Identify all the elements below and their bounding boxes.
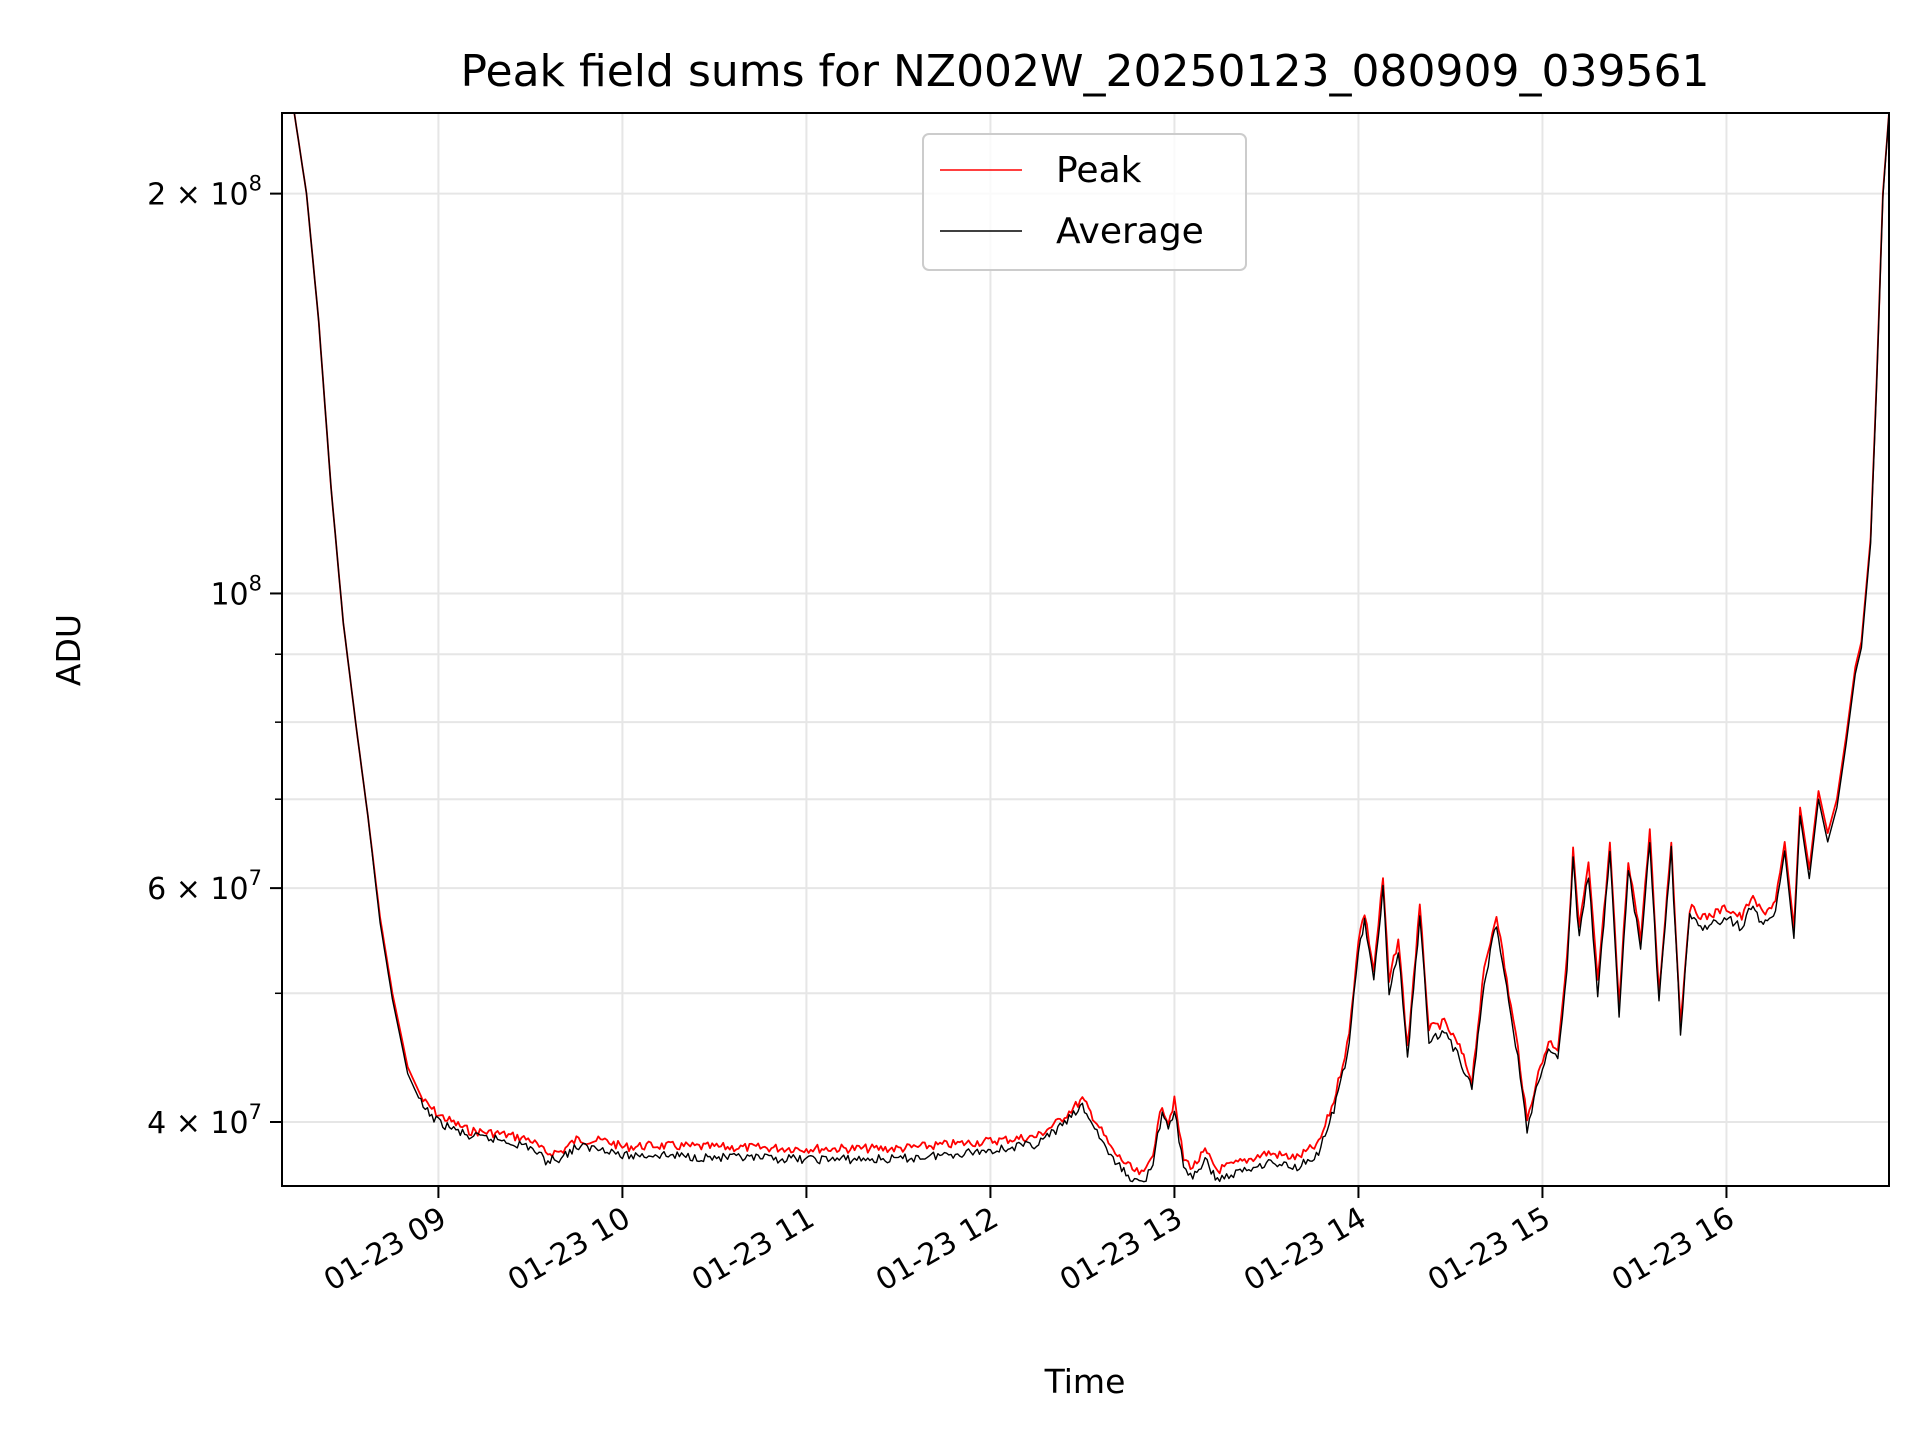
series-line-peak	[282, 113, 1889, 1176]
x-axis-title: Time	[1044, 1362, 1126, 1401]
y-tick-label: 6 × 107	[147, 866, 262, 907]
y-tick-label-base: 10	[210, 577, 248, 612]
legend-box	[922, 133, 1247, 271]
y-tick-label: 2 × 108	[147, 172, 262, 213]
y-tick-label: 4 × 107	[147, 1100, 262, 1141]
y-tick-label-exponent: 7	[249, 866, 262, 890]
plot-frame	[281, 112, 1890, 1187]
legend: Peak Average	[922, 133, 1247, 271]
y-tick-label: 108	[210, 571, 262, 612]
y-tick-label-exponent: 8	[249, 172, 262, 196]
plot-area	[282, 113, 1889, 1183]
chart-title: Peak field sums for NZ002W_20250123_0809…	[461, 46, 1710, 97]
y-tick-label-base: 6 × 10	[147, 872, 248, 907]
legend-label-peak: Peak	[1056, 150, 1142, 191]
y-tick-label-base: 4 × 10	[147, 1106, 248, 1141]
y-tick-label-exponent: 7	[249, 1100, 262, 1124]
y-tick-label-exponent: 8	[249, 571, 262, 595]
y-tick-label-base: 2 × 10	[147, 178, 248, 213]
legend-label-average: Average	[1056, 211, 1204, 252]
series-layer	[282, 113, 1889, 1183]
series-line-average	[282, 113, 1889, 1183]
grid	[282, 113, 1889, 1186]
y-axis-title: ADU	[49, 614, 88, 686]
